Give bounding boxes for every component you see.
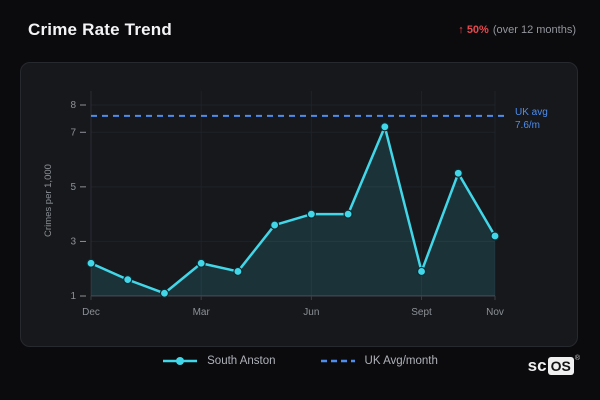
- y-tick-label: 7: [70, 127, 76, 138]
- legend-label-south-anston: South Anston: [207, 355, 276, 367]
- y-tick-label: 8: [70, 100, 76, 111]
- chart-panel: UK avg 7.6/m 1 3 5 7 8 Dec Mar Jun Sept Nov Crimes p…: [20, 62, 578, 347]
- data-point[interactable]: [159, 288, 170, 298]
- crime-trend-chart: UK avg 7.6/m 1 3 5 7 8 Dec Mar Jun Sept Nov Crimes p…: [43, 91, 548, 318]
- data-point[interactable]: [343, 209, 353, 219]
- data-point[interactable]: [86, 258, 96, 268]
- data-point[interactable]: [306, 209, 316, 219]
- chart-line-south-anston: [89, 125, 497, 295]
- trend-up-arrow-icon: ↑: [458, 24, 464, 36]
- legend-label-uk-avg: UK Avg/month: [364, 355, 438, 367]
- trend-percent: 50%: [466, 24, 489, 36]
- uk-avg-value: 7.6/m: [515, 120, 540, 131]
- y-tick-label: 5: [70, 182, 76, 193]
- data-point[interactable]: [380, 122, 390, 132]
- data-point[interactable]: [490, 231, 500, 241]
- page-title: Crime Rate Trend: [28, 20, 172, 39]
- uk-avg-label: UK avg: [515, 107, 548, 118]
- x-tick-label: Jun: [303, 307, 319, 318]
- legend-item-uk-avg[interactable]: UK Avg/month: [320, 355, 438, 367]
- data-point[interactable]: [233, 266, 243, 277]
- data-point[interactable]: [270, 220, 280, 230]
- x-tick-label: Dec: [82, 307, 100, 318]
- data-point[interactable]: [453, 168, 463, 178]
- data-point[interactable]: [123, 275, 133, 285]
- x-tick-label: Mar: [193, 307, 211, 318]
- registered-mark-icon: ®: [574, 355, 580, 362]
- y-tick-label: 1: [70, 291, 76, 302]
- legend-line-swatch: [163, 357, 198, 365]
- scos-logo: sc OS ®: [527, 355, 580, 375]
- chart-area-fill: [91, 126, 495, 296]
- trend-indicator: ↑ 50%: [458, 24, 489, 36]
- logo-prefix: sc: [527, 356, 547, 375]
- y-axis-title: Crimes per 1,000: [43, 164, 54, 237]
- data-point[interactable]: [416, 266, 427, 277]
- data-point[interactable]: [196, 258, 206, 268]
- trend-period: (over 12 months): [492, 24, 576, 36]
- y-tick-label: 3: [70, 236, 76, 247]
- header: Crime Rate Trend ↑ 50% (over 12 months): [28, 20, 576, 40]
- legend-dashed-swatch: [320, 359, 355, 363]
- trend-badge: ↑ 50% (over 12 months): [458, 24, 576, 36]
- x-tick-label: Nov: [486, 307, 504, 318]
- chart-legend: South Anston UK Avg/month: [0, 355, 600, 367]
- logo-box: OS: [547, 357, 574, 375]
- legend-item-south-anston[interactable]: South Anston: [162, 355, 276, 367]
- x-tick-label: Sept: [411, 307, 432, 318]
